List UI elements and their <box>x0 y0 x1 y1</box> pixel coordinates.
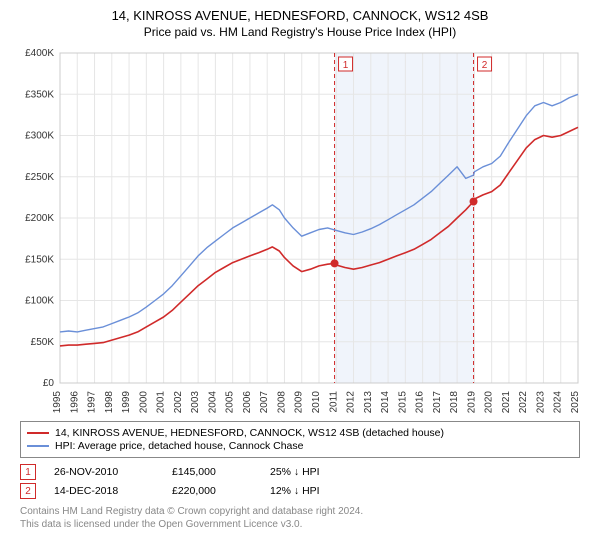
event-marker: 2 <box>20 483 36 499</box>
svg-text:2016: 2016 <box>415 391 426 414</box>
svg-text:£100K: £100K <box>25 296 54 307</box>
legend-swatch <box>27 445 49 447</box>
svg-text:2014: 2014 <box>380 391 391 414</box>
svg-text:1999: 1999 <box>121 391 132 414</box>
svg-text:2008: 2008 <box>276 391 287 414</box>
legend-item: 14, KINROSS AVENUE, HEDNESFORD, CANNOCK,… <box>27 427 573 439</box>
event-delta: 25% ↓ HPI <box>270 466 320 478</box>
footnote-line: This data is licensed under the Open Gov… <box>20 518 580 531</box>
event-price: £145,000 <box>172 466 252 478</box>
legend-label: HPI: Average price, detached house, Cann… <box>55 440 303 452</box>
chart-svg: £0 £50K £100K £150K £200K £250K £300K £350K £400… <box>12 45 588 415</box>
svg-text:2000: 2000 <box>138 391 149 414</box>
event-row: 2 14-DEC-2018 £220,000 12% ↓ HPI <box>20 483 580 499</box>
svg-text:2006: 2006 <box>242 391 253 414</box>
svg-text:2024: 2024 <box>553 391 564 414</box>
svg-text:2020: 2020 <box>484 391 495 414</box>
chart-subtitle: Price paid vs. HM Land Registry's House … <box>10 25 590 39</box>
chart-title: 14, KINROSS AVENUE, HEDNESFORD, CANNOCK,… <box>10 8 590 23</box>
footnote: Contains HM Land Registry data © Crown c… <box>20 505 580 531</box>
svg-text:2019: 2019 <box>466 391 477 414</box>
legend-label: 14, KINROSS AVENUE, HEDNESFORD, CANNOCK,… <box>55 427 444 439</box>
svg-text:2002: 2002 <box>173 391 184 414</box>
svg-text:1996: 1996 <box>69 391 80 414</box>
svg-text:2015: 2015 <box>397 391 408 414</box>
svg-text:£150K: £150K <box>25 254 54 265</box>
svg-text:2: 2 <box>482 60 488 71</box>
event-marker: 1 <box>20 464 36 480</box>
legend-swatch <box>27 432 49 434</box>
svg-text:2023: 2023 <box>535 391 546 414</box>
event-date: 14-DEC-2018 <box>54 485 154 497</box>
svg-text:£350K: £350K <box>25 89 54 100</box>
event-price: £220,000 <box>172 485 252 497</box>
event-row: 1 26-NOV-2010 £145,000 25% ↓ HPI <box>20 464 580 480</box>
svg-text:2012: 2012 <box>346 391 357 414</box>
svg-text:1998: 1998 <box>104 391 115 414</box>
svg-text:2001: 2001 <box>156 391 167 414</box>
legend: 14, KINROSS AVENUE, HEDNESFORD, CANNOCK,… <box>20 421 580 458</box>
svg-text:£250K: £250K <box>25 172 54 183</box>
svg-text:2003: 2003 <box>190 391 201 414</box>
svg-text:2009: 2009 <box>294 391 305 414</box>
footnote-line: Contains HM Land Registry data © Crown c… <box>20 505 580 518</box>
svg-text:2017: 2017 <box>432 391 443 414</box>
svg-text:2018: 2018 <box>449 391 460 414</box>
event-date: 26-NOV-2010 <box>54 466 154 478</box>
svg-text:2022: 2022 <box>518 391 529 414</box>
svg-text:1: 1 <box>343 60 349 71</box>
svg-text:£200K: £200K <box>25 213 54 224</box>
svg-text:£50K: £50K <box>31 337 55 348</box>
svg-text:2013: 2013 <box>363 391 374 414</box>
chart-container: 14, KINROSS AVENUE, HEDNESFORD, CANNOCK,… <box>0 0 600 560</box>
svg-text:2010: 2010 <box>311 391 322 414</box>
svg-text:2025: 2025 <box>570 391 581 414</box>
svg-text:1995: 1995 <box>52 391 63 414</box>
svg-text:1997: 1997 <box>87 391 98 414</box>
event-delta: 12% ↓ HPI <box>270 485 320 497</box>
legend-item: HPI: Average price, detached house, Cann… <box>27 440 573 452</box>
svg-text:2005: 2005 <box>225 391 236 414</box>
svg-text:£0: £0 <box>43 378 55 389</box>
chart-plot-area: £0 £50K £100K £150K £200K £250K £300K £350K £400… <box>12 45 588 415</box>
svg-text:2011: 2011 <box>328 391 339 413</box>
svg-text:2021: 2021 <box>501 391 512 414</box>
svg-text:2004: 2004 <box>207 391 218 414</box>
svg-text:2007: 2007 <box>259 391 270 414</box>
svg-text:£300K: £300K <box>25 131 54 142</box>
svg-text:£400K: £400K <box>25 48 54 59</box>
events-table: 1 26-NOV-2010 £145,000 25% ↓ HPI 2 14-DE… <box>20 464 580 499</box>
